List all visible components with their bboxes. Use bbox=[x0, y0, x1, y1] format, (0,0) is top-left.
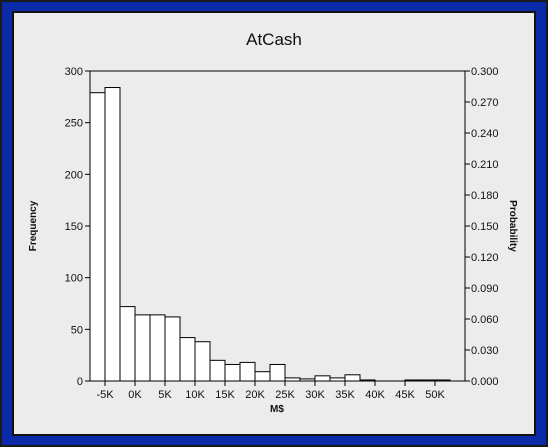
x-tick-label: -5K bbox=[96, 389, 114, 401]
histogram-bar bbox=[314, 375, 331, 382]
y-tick-label: 150 bbox=[65, 221, 83, 233]
histogram-bar bbox=[134, 314, 151, 382]
x-axis-label: M$ bbox=[270, 404, 284, 415]
histogram-bar bbox=[179, 337, 196, 382]
histogram-bar bbox=[344, 374, 361, 382]
histogram-bar bbox=[119, 306, 136, 382]
x-tick-label: 30K bbox=[305, 389, 325, 401]
y2-tick-label: 0.000 bbox=[471, 376, 499, 388]
y-tick-label: 50 bbox=[71, 324, 83, 336]
x-tick-label: 0K bbox=[128, 389, 142, 401]
x-tick-label: 20K bbox=[245, 389, 265, 401]
histogram-bar bbox=[254, 371, 271, 382]
x-tick-label: 15K bbox=[215, 389, 235, 401]
y2-tick-label: 0.120 bbox=[471, 252, 499, 264]
x-tick-label: 5K bbox=[158, 389, 172, 401]
y2-tick-label: 0.150 bbox=[471, 221, 499, 233]
y2-tick-label: 0.180 bbox=[471, 190, 499, 202]
x-tick-label: 45K bbox=[395, 389, 415, 401]
y2-tick-label: 0.210 bbox=[471, 159, 499, 171]
histogram-bar bbox=[164, 316, 181, 382]
y2-tick-label: 0.240 bbox=[471, 128, 499, 140]
y-tick-label: 200 bbox=[65, 169, 83, 181]
histogram-bar bbox=[89, 92, 106, 382]
y2-tick-label: 0.090 bbox=[471, 283, 499, 295]
x-tick-label: 35K bbox=[335, 389, 355, 401]
histogram-bar bbox=[149, 314, 166, 382]
y2-axis-label: Probability bbox=[507, 200, 518, 252]
y2-tick-label: 0.270 bbox=[471, 97, 499, 109]
x-tick-label: 10K bbox=[185, 389, 205, 401]
histogram-bar bbox=[104, 87, 121, 382]
histogram-bar bbox=[224, 363, 241, 382]
histogram-bar bbox=[269, 363, 286, 382]
histogram-bar bbox=[194, 341, 211, 382]
y-tick-label: 250 bbox=[65, 118, 83, 130]
y2-tick-label: 0.060 bbox=[471, 314, 499, 326]
y2-tick-label: 0.030 bbox=[471, 345, 499, 357]
histogram-bar bbox=[239, 361, 256, 382]
y-tick-label: 100 bbox=[65, 273, 83, 285]
chart-title: AtCash bbox=[246, 30, 302, 49]
y-axis-label: Frequency bbox=[28, 200, 39, 251]
y2-tick-label: 0.300 bbox=[471, 66, 499, 78]
y-tick-label: 0 bbox=[77, 376, 83, 388]
x-tick-label: 25K bbox=[275, 389, 295, 401]
x-tick-label: 40K bbox=[365, 389, 385, 401]
x-tick-label: 50K bbox=[425, 389, 445, 401]
y-tick-label: 300 bbox=[65, 66, 83, 78]
histogram-bar bbox=[209, 359, 226, 382]
